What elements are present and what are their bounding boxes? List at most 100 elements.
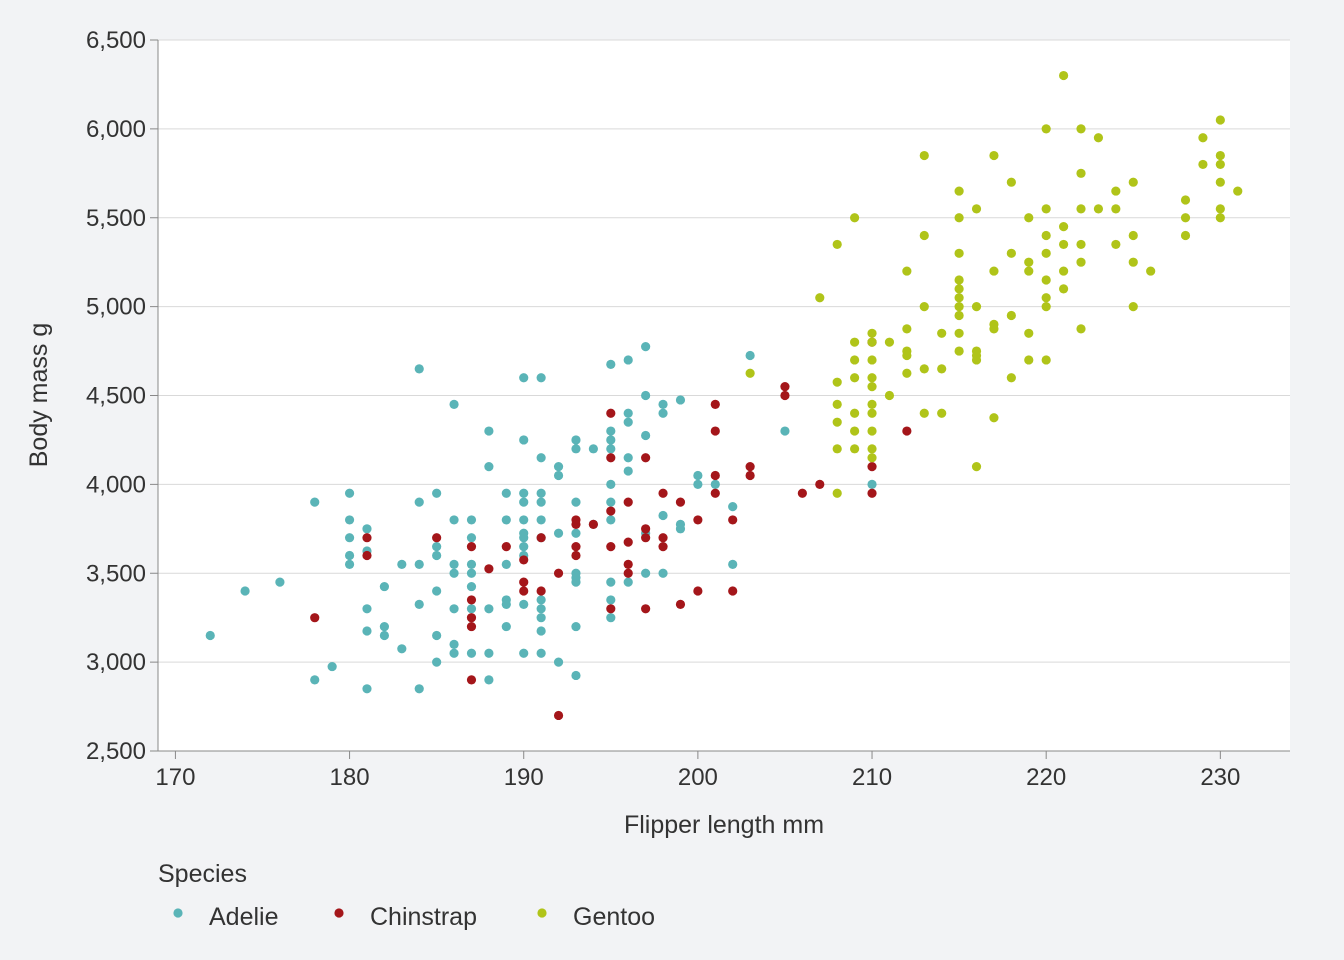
data-point [1059, 222, 1069, 232]
data-point [1076, 324, 1086, 334]
data-point [919, 230, 929, 241]
data-point [449, 559, 459, 569]
data-point [466, 648, 477, 658]
data-point [1076, 168, 1086, 178]
data-point [867, 382, 877, 392]
data-point [745, 470, 755, 481]
data-point [362, 533, 372, 543]
data-point [832, 377, 842, 387]
data-point [710, 479, 720, 489]
data-point [571, 541, 581, 552]
data-point [344, 559, 355, 569]
data-point [519, 586, 529, 596]
data-point [1111, 204, 1121, 214]
data-point [954, 328, 964, 338]
data-point [658, 510, 668, 521]
legend-item-adelie: Adelie [173, 903, 279, 931]
legend-marker [173, 908, 183, 918]
data-point [832, 444, 842, 454]
data-point [1128, 177, 1138, 187]
data-point [519, 435, 529, 445]
data-point [710, 470, 720, 481]
data-point [745, 350, 755, 361]
data-point [449, 639, 459, 649]
data-point [327, 661, 337, 672]
data-point [954, 302, 964, 312]
data-point [1041, 248, 1051, 258]
legend-title: Species [158, 860, 247, 888]
data-point [466, 541, 477, 552]
data-point [1128, 302, 1138, 312]
data-point [553, 568, 564, 578]
data-point [867, 426, 877, 436]
data-point [867, 408, 877, 418]
data-point [432, 488, 442, 498]
data-point [850, 337, 860, 347]
data-point [432, 586, 442, 596]
data-point [658, 408, 668, 418]
data-point [432, 630, 442, 641]
data-point [606, 595, 616, 605]
data-point [1198, 133, 1208, 143]
data-point [571, 670, 581, 681]
data-point [1180, 230, 1191, 241]
data-point [693, 479, 703, 489]
data-point [1024, 355, 1034, 365]
data-point [414, 599, 424, 609]
data-point [606, 359, 616, 369]
data-point [832, 417, 842, 427]
grid-lines [158, 39, 1290, 663]
y-axis-title: Body mass g [25, 323, 53, 468]
data-point [588, 444, 598, 454]
y-tick-label: 2,500 [86, 738, 146, 765]
data-point [1215, 213, 1225, 223]
data-point [675, 524, 686, 534]
data-point [536, 497, 546, 507]
legend-label: Gentoo [573, 903, 655, 931]
data-point [379, 581, 389, 592]
y-tick-label: 3,000 [86, 649, 146, 676]
data-point [484, 648, 494, 658]
data-point [571, 497, 581, 507]
data-point [1198, 159, 1208, 170]
data-point [519, 515, 529, 525]
data-point [641, 390, 651, 401]
data-point [519, 488, 529, 498]
data-point [1076, 204, 1086, 214]
data-point [850, 444, 860, 454]
data-point [553, 528, 564, 538]
data-point [466, 613, 477, 623]
legend-marker [334, 908, 344, 918]
data-point [606, 426, 616, 436]
data-point [606, 515, 616, 525]
data-point [501, 621, 511, 632]
data-point [536, 515, 546, 525]
data-point [484, 564, 494, 574]
data-point [1215, 177, 1225, 187]
legend-label: Adelie [209, 903, 279, 931]
data-point [867, 328, 877, 338]
data-point [1041, 302, 1051, 312]
data-point [449, 604, 459, 614]
data-point [553, 462, 564, 472]
data-point [623, 559, 633, 569]
data-point [1059, 266, 1069, 276]
data-point [344, 533, 355, 543]
data-point [658, 568, 668, 578]
x-tick-label: 170 [155, 764, 195, 791]
data-point [1024, 266, 1034, 276]
data-point [989, 150, 999, 161]
data-point [501, 515, 511, 525]
data-point [971, 462, 982, 472]
data-point [641, 568, 651, 578]
data-point [606, 435, 616, 445]
data-point [937, 364, 947, 374]
data-point [710, 426, 720, 436]
data-point [1041, 355, 1051, 365]
data-point [449, 399, 459, 409]
data-point [397, 644, 407, 654]
legend-items: Adelie Chinstrap Gentoo [173, 903, 655, 931]
legend-item-gentoo: Gentoo [537, 903, 655, 931]
data-point [553, 470, 564, 481]
data-point [501, 599, 511, 609]
